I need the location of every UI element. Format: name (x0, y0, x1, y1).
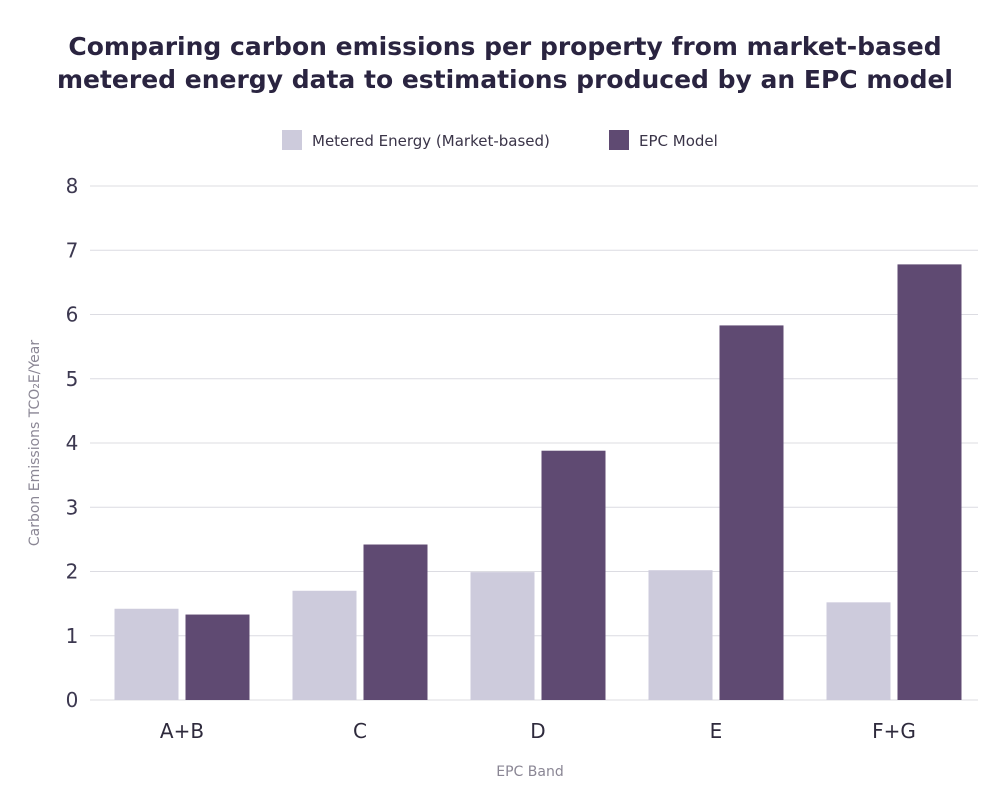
bar-epc (719, 325, 784, 700)
y-tick-label: 5 (66, 367, 79, 391)
y-tick-label: 0 (66, 688, 79, 712)
legend-swatch-epc (609, 130, 629, 150)
y-tick-label: 8 (66, 174, 79, 198)
y-tick-label: 7 (66, 238, 79, 262)
legend-label-epc: EPC Model (639, 132, 718, 150)
bars (114, 264, 962, 700)
x-axis-label: EPC Band (496, 764, 563, 780)
chart-title: Comparing carbon emissions per property … (57, 32, 953, 94)
legend-swatch-metered (282, 130, 302, 150)
x-tick-label: C (353, 719, 367, 743)
y-tick-label: 2 (66, 560, 79, 584)
x-axis-ticks: A+B C D E F+G (160, 719, 916, 743)
y-tick-label: 1 (66, 624, 79, 648)
x-tick-label: F+G (872, 719, 916, 743)
bar-metered (826, 602, 891, 700)
legend-label-metered: Metered Energy (Market-based) (312, 132, 550, 150)
chart-title-line-1: Comparing carbon emissions per property … (68, 32, 941, 61)
y-tick-label: 6 (66, 303, 79, 327)
bar-epc (363, 544, 428, 700)
y-tick-label: 3 (66, 495, 79, 519)
x-tick-label: E (710, 719, 723, 743)
y-axis-ticks: 0 1 2 3 4 5 6 7 8 (66, 174, 79, 712)
x-tick-label: D (530, 719, 545, 743)
bar-epc (897, 264, 962, 700)
x-tick-label: A+B (160, 719, 204, 743)
bar-metered (292, 590, 357, 700)
legend: Metered Energy (Market-based) EPC Model (282, 130, 718, 150)
y-axis-label: Carbon Emissions TCO₂E/Year (27, 340, 43, 547)
y-tick-label: 4 (66, 431, 79, 455)
bar-metered (114, 608, 179, 700)
bar-epc (541, 450, 606, 700)
bar-metered (648, 570, 713, 700)
bar-epc (185, 614, 250, 700)
bar-metered (470, 572, 535, 700)
chart-title-line-2: metered energy data to estimations produ… (57, 65, 953, 94)
